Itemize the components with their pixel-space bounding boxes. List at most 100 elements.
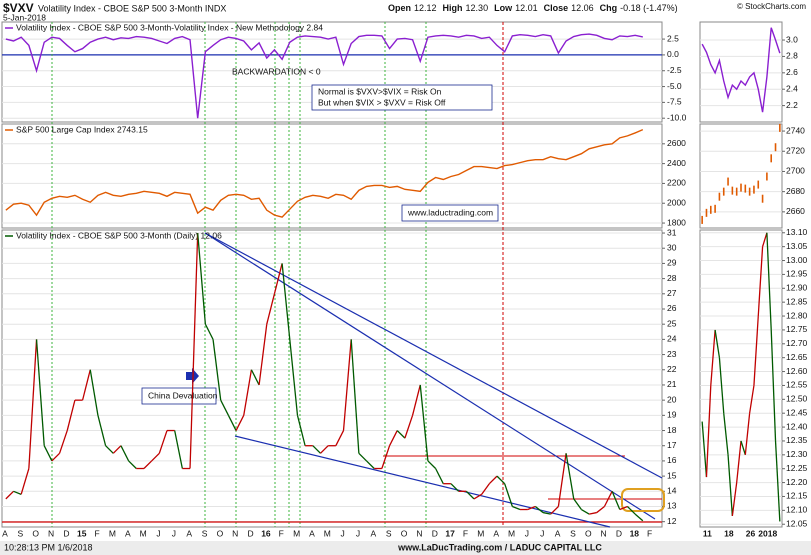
x-tick-label: D xyxy=(432,528,438,538)
line-segment xyxy=(427,460,437,469)
line-segment xyxy=(496,475,506,485)
y-tick-label: 12.40 xyxy=(786,421,808,431)
line-segment xyxy=(381,445,391,469)
line-segment xyxy=(66,399,76,431)
line-segment xyxy=(105,445,114,454)
x-tick-label: M xyxy=(293,528,300,538)
line-segment xyxy=(358,452,367,462)
line-segment xyxy=(335,430,345,447)
line-segment xyxy=(120,445,130,462)
line-segment xyxy=(701,421,708,478)
y-tick-label: 12.35 xyxy=(786,435,808,445)
line-segment xyxy=(542,511,551,515)
x-tick-label: 18 xyxy=(724,528,734,538)
y-tick-label: 24 xyxy=(667,334,677,344)
line-segment xyxy=(727,454,734,516)
ticker: $VXV xyxy=(3,1,34,15)
line-segment xyxy=(534,505,544,514)
annotation-lines xyxy=(2,22,665,528)
line xyxy=(5,128,644,218)
y-tick-label: 23 xyxy=(667,349,677,359)
y-tick-label: 18 xyxy=(667,425,677,435)
line-segment xyxy=(320,445,329,454)
y-tick-label: 12.45 xyxy=(786,407,808,417)
annotation: BACKWARDATION < 0 xyxy=(232,66,321,76)
x-tick-label: O xyxy=(217,528,224,538)
x-tick-label: J xyxy=(540,528,544,538)
y-tick-label: 12.25 xyxy=(786,463,808,473)
y-tick-label: 2.8 xyxy=(786,51,798,61)
line-segment xyxy=(296,415,306,446)
x-tick-label: M xyxy=(508,528,515,538)
line-segment xyxy=(266,293,276,325)
line-segment xyxy=(565,453,575,500)
quote-value: 12.06 xyxy=(571,3,594,13)
line-segment xyxy=(151,452,160,462)
x-tick-label: F xyxy=(463,528,468,538)
line-segment xyxy=(20,468,30,495)
x-tick-label: S xyxy=(202,528,208,538)
y-tick-label: 12.65 xyxy=(786,352,808,362)
highlight-box xyxy=(621,488,665,512)
quote-value: 12.01 xyxy=(515,3,538,13)
y-tick-label: 1800 xyxy=(667,217,686,227)
line-segment xyxy=(435,468,444,484)
y-tick-label: -10.0 xyxy=(667,112,687,122)
y-tick-label: 12 xyxy=(667,516,677,526)
panel-title: Volatility Index - CBOE S&P 500 3-Month-… xyxy=(16,22,323,32)
line-segment xyxy=(473,493,482,500)
line-segment xyxy=(51,452,61,462)
x-tick-label: N xyxy=(601,528,607,538)
y-tick-label: 2.2 xyxy=(786,100,798,110)
line-segment xyxy=(350,339,360,454)
quote-label: Low xyxy=(494,3,513,13)
x-tick-label: 11 xyxy=(703,528,712,538)
y-tick-label: 2720 xyxy=(786,146,805,156)
x-tick-label: 16 xyxy=(261,528,271,538)
y-tick-label: 12.80 xyxy=(786,310,808,320)
y-tick-label: 27 xyxy=(667,288,677,298)
line-segment xyxy=(212,339,222,401)
line-segment xyxy=(481,483,490,495)
trend-line xyxy=(204,232,663,479)
x-tick-label: O xyxy=(32,528,39,538)
y-tick-label: 20 xyxy=(667,394,677,404)
quote-value: -0.18 (-1.47%) xyxy=(620,3,678,13)
x-tick-label: A xyxy=(186,528,192,538)
line-segment xyxy=(718,357,725,414)
line-segment xyxy=(714,329,721,358)
y-tick-label: 2.4 xyxy=(786,83,798,93)
line-segment xyxy=(740,440,746,456)
y-tick-label: 12.85 xyxy=(786,296,808,306)
line-segment xyxy=(419,384,429,461)
y-tick-label: 12.75 xyxy=(786,324,808,334)
y-tick-label: 15 xyxy=(667,470,677,480)
line-segment xyxy=(736,440,742,483)
line-segment xyxy=(143,460,153,469)
line-segment xyxy=(619,505,628,511)
x-tick-label: 2018 xyxy=(758,528,777,538)
y-tick-label: 12.90 xyxy=(786,283,808,293)
line-segment xyxy=(465,490,475,500)
line-segment xyxy=(235,415,245,431)
line-segment xyxy=(158,430,168,454)
line-segment xyxy=(5,490,14,500)
y-tick-label: 12.50 xyxy=(786,394,808,404)
y-tick-label: 2600 xyxy=(667,138,686,148)
y-tick-label: 19 xyxy=(667,410,677,420)
annotation: China Devaluation xyxy=(148,390,218,400)
y-tick-label: 12.95 xyxy=(786,269,808,279)
y-tick-label: 26 xyxy=(667,303,677,313)
y-tick-label: 25 xyxy=(667,318,677,328)
line-segment xyxy=(404,415,414,439)
y-tick-label: 12.30 xyxy=(786,449,808,459)
line-segment xyxy=(112,445,122,454)
line-segment xyxy=(28,339,38,469)
y-tick-label: 2.5 xyxy=(667,33,679,43)
y-tick-label: 17 xyxy=(667,440,677,450)
x-tick-label: M xyxy=(109,528,116,538)
quote: Open 12.12 High 12.30 Low 12.01 Close 12.06 Chg -… xyxy=(388,3,678,13)
line-segment xyxy=(450,483,460,492)
line-segment xyxy=(770,329,777,441)
line-segment xyxy=(710,329,716,386)
